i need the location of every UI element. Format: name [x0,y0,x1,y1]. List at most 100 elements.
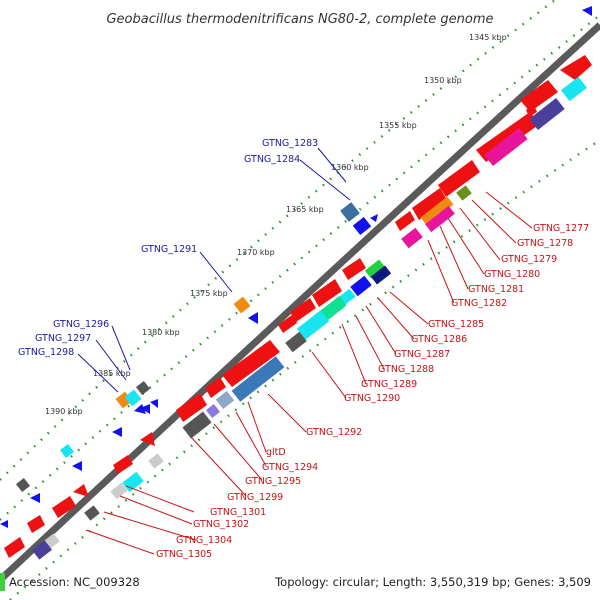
kbp-ticks: 1345 kbp 1350 kbp 1355 kbp 1360 kbp 1365… [45,33,507,416]
tick-label: 1355 kbp [379,121,417,130]
gene-label: GTNG_1297 [35,333,91,344]
gene-label: GTNG_1284 [244,154,300,165]
gene-label: GTNG_1295 [245,476,301,487]
gene-block [215,390,235,410]
gene-label: GTNG_1296 [53,319,109,330]
gene-block [401,227,423,249]
gene-arrow [412,188,447,220]
gene-block [425,205,455,233]
gene-label: GTNG_1302 [193,519,249,530]
tick-label: 1390 kbp [45,407,83,416]
gene-label: GTNG_1298 [18,347,74,358]
gene-arrow [205,377,226,398]
gene-label: GTNG_1286 [411,334,467,345]
reverse-gene-arrow [150,399,158,408]
map-title: Geobacillus thermodenitrificans NG80-2, … [106,12,493,27]
gene-arrow [176,393,207,422]
reverse-gene-arrow [112,427,122,437]
gene-block [296,310,330,340]
gene-label: GTNG_1291 [141,244,197,255]
gene-block [124,389,142,407]
gene-arrow [73,484,89,497]
gene-block [233,296,251,314]
reverse-gene-arrow [370,214,378,222]
gene-block [231,356,285,402]
gene-arrow [278,315,297,333]
gene-block [182,411,212,439]
tick-label: 1380 kbp [142,328,180,337]
gene-label: GTNG_1279 [501,254,557,265]
red-leader-lines [85,191,533,555]
gene-label: GTNG_1299 [227,492,283,503]
reverse-gene-arrow [140,404,150,414]
gene-block [350,275,372,297]
accession-text: Accession: NC_009328 [9,575,140,589]
gene-label: GTNG_1280 [484,269,540,280]
tick-label: 1370 kbp [237,248,275,257]
outer-tick-ring [0,0,556,481]
gene-label: gltD [266,447,286,458]
reverse-gene-arrow [582,6,592,16]
gene-label: GTNG_1289 [361,379,417,390]
tick-label: 1365 kbp [286,205,324,214]
gene-block [364,259,386,279]
gene-arrow [395,211,415,231]
gene-block [456,185,472,201]
gene-block [205,403,221,419]
gene-label: GTNG_1285 [428,319,484,330]
tick-label: 1345 kbp [469,33,507,42]
gene-block [110,482,128,500]
gene-arrow [342,258,366,280]
gene-arrow [222,340,280,387]
reverse-gene-arrow [30,493,40,503]
gene-block [135,380,151,396]
gene-label: GTNG_1281 [468,284,524,295]
gene-arrow [27,515,45,533]
gene-block [529,98,565,130]
gene-label: GTNG_1277 [533,223,589,234]
gene-arrow [290,298,316,322]
red-gene-labels: GTNG_1277 GTNG_1278 GTNG_1279 GTNG_1280 … [156,223,589,560]
blue-gene-labels: GTNG_1283 GTNG_1284 GTNG_1291 GTNG_1296 … [18,138,318,358]
gene-block [32,540,52,560]
tick-label: 1350 kbp [424,76,462,85]
gene-arrow [535,90,549,105]
gene-label: GTNG_1278 [517,238,573,249]
gene-label: GTNG_1292 [306,427,362,438]
inner-gene-blocks [32,76,587,560]
gene-label: GTNG_1283 [262,138,318,149]
reverse-gene-arrow [0,520,8,528]
gene-label: GTNG_1305 [156,549,212,560]
gene-label: GTNG_1287 [394,349,450,360]
gene-block [340,202,360,222]
blue-leader-lines [77,147,351,393]
gene-block [285,331,307,353]
gene-block [420,196,454,226]
gene-label: GTNG_1294 [262,462,318,473]
gene-block [484,127,528,167]
gene-arrow [4,537,25,558]
gene-block [59,443,75,459]
gene-block [148,453,164,469]
gene-arrow [52,496,76,518]
reverse-gene-arrow [134,404,146,414]
gene-arrow [438,160,480,197]
gene-arrow [312,279,342,307]
forward-genes [4,55,592,558]
tick-label: 1375 kbp [190,289,228,298]
gene-block [84,505,100,521]
gene-block [352,216,372,236]
gene-arrow [140,432,155,446]
inner-tick-ring-b [0,14,600,521]
gene-block [561,76,587,102]
gene-block [15,477,31,493]
tick-label: 1385 kbp [93,369,131,378]
gene-label: GTNG_1288 [378,364,434,375]
gene-label: GTNG_1304 [176,535,232,546]
tick-label: 1360 kbp [331,163,369,172]
gene-label: GTNG_1290 [344,393,400,404]
genome-summary: Topology: circular; Length: 3,550,319 bp… [274,575,591,589]
genome-backbone [0,22,600,583]
gene-arrow [560,55,592,80]
